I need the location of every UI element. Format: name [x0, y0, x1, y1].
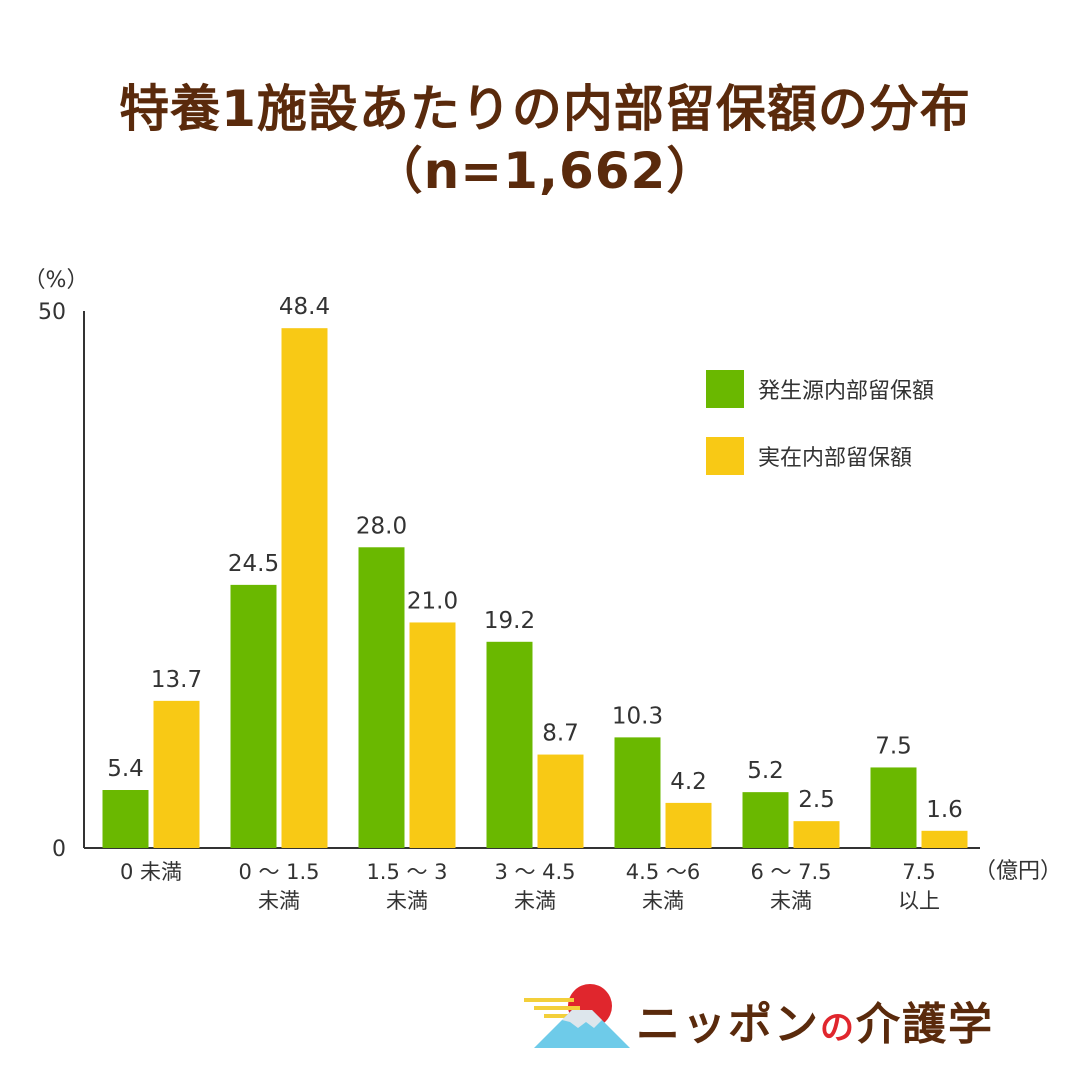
data-label: 8.7 — [542, 721, 579, 747]
x-tick-label: 3 ～ 4.5 — [494, 860, 575, 884]
bar — [537, 754, 584, 848]
legend-label: 実在内部留保額 — [758, 446, 912, 471]
data-label: 19.2 — [484, 608, 535, 634]
x-tick-label: 6 ～ 7.5 — [750, 860, 831, 884]
data-label: 5.2 — [747, 758, 784, 784]
data-label: 28.0 — [356, 513, 407, 539]
legend-swatch — [706, 437, 744, 475]
x-tick-label: 7.5 — [902, 860, 935, 884]
chart-title: 特養1施設あたりの内部留保額の分布 （n=1,662） — [0, 78, 1090, 202]
x-unit-label: （億円） — [974, 859, 1062, 884]
data-label: 5.4 — [107, 756, 144, 782]
bar — [486, 641, 533, 848]
data-label: 7.5 — [875, 733, 912, 759]
bar — [793, 821, 840, 848]
x-tick-label: 4.5 ～6 — [626, 860, 700, 884]
y-unit-label: （%） — [24, 268, 89, 293]
bar — [921, 830, 968, 848]
data-label: 1.6 — [926, 797, 963, 823]
bar — [614, 737, 661, 848]
legend-swatch — [706, 370, 744, 408]
logo: ニッポンの介護学 — [520, 980, 1070, 1060]
x-tick-label: 未満 — [514, 889, 556, 913]
bar-chart: 0 50 （%） （億円） 5.4 13.7 24.5 48.4 28.0 21.0 19.2 8.… — [24, 268, 1062, 913]
bars — [102, 328, 968, 849]
y-tick-label: 0 — [52, 837, 66, 862]
bar — [281, 328, 328, 849]
category-labels: 0 未満 0 ～ 1.5 未満 1.5 ～ 3 未満 3 ～ 4.5 未満 4.5 ～6 未満 6… — [120, 860, 940, 913]
data-label: 24.5 — [228, 551, 279, 577]
data-label: 10.3 — [612, 703, 663, 729]
legend-label: 発生源内部留保額 — [758, 379, 934, 404]
x-tick-label: 1.5 ～ 3 — [366, 860, 447, 884]
bar — [102, 790, 149, 848]
x-tick-label: 0 未満 — [120, 860, 182, 884]
logo-text-c: 介護学 — [856, 999, 994, 1050]
axes: 0 50 （%） （億円） — [24, 268, 1062, 884]
data-label: 4.2 — [670, 769, 707, 795]
logo-text: ニッポンの介護学 — [636, 988, 994, 1052]
x-tick-label: 未満 — [258, 889, 300, 913]
data-label: 13.7 — [151, 667, 202, 693]
bar — [153, 700, 200, 848]
data-label: 48.4 — [279, 294, 330, 320]
chart-title-line1: 特養1施設あたりの内部留保額の分布 — [119, 80, 971, 138]
bar — [665, 802, 712, 848]
logo-text-a: ニッポン — [636, 999, 820, 1050]
x-tick-label: 以上 — [898, 889, 940, 913]
bar — [742, 792, 789, 848]
data-label: 21.0 — [407, 588, 458, 614]
bar — [358, 547, 405, 848]
mount-fuji-sun-icon — [524, 984, 630, 1048]
x-tick-label: 未満 — [386, 889, 428, 913]
x-tick-label: 未満 — [642, 889, 684, 913]
y-tick-label: 50 — [38, 300, 66, 325]
bar — [870, 767, 917, 848]
chart-title-line2: （n=1,662） — [372, 142, 718, 200]
x-tick-label: 0 ～ 1.5 — [238, 860, 319, 884]
logo-text-b: の — [820, 1008, 856, 1048]
bar — [409, 622, 456, 848]
x-tick-label: 未満 — [770, 889, 812, 913]
bar — [230, 584, 277, 848]
data-label: 2.5 — [798, 787, 835, 813]
value-labels: 5.4 13.7 24.5 48.4 28.0 21.0 19.2 8.7 10.3 4.2 5.2… — [107, 294, 963, 823]
